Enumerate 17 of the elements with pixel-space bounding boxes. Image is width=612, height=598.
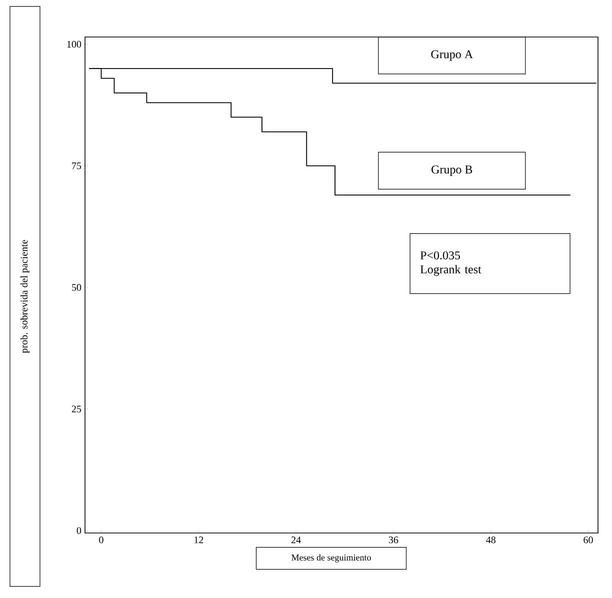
y-tick-label: 75 [72,162,82,170]
annotation: Logrank test [420,264,482,276]
x-tick-label: 60 [584,536,593,544]
annotation: P<0.035 [420,251,460,260]
y-tick-label: 100 [67,40,82,48]
x-tick-label: 0 [99,536,104,544]
x-tick-label: 24 [291,536,301,544]
y-tick-label: 50 [72,284,82,291]
y-axis-title: prob. sobrevida del paciente [20,240,30,354]
x-axis-title: Meses de seguimiento [292,554,371,562]
y-tick-label: 0 [76,527,82,534]
series-label: Grupo B [432,165,472,176]
y-tick-label: 25 [72,406,82,412]
x-tick-label: 12 [194,536,204,544]
series-label: Grupo A [431,50,473,61]
x-tick-label: 48 [486,536,496,544]
x-tick-label: 36 [388,536,398,544]
